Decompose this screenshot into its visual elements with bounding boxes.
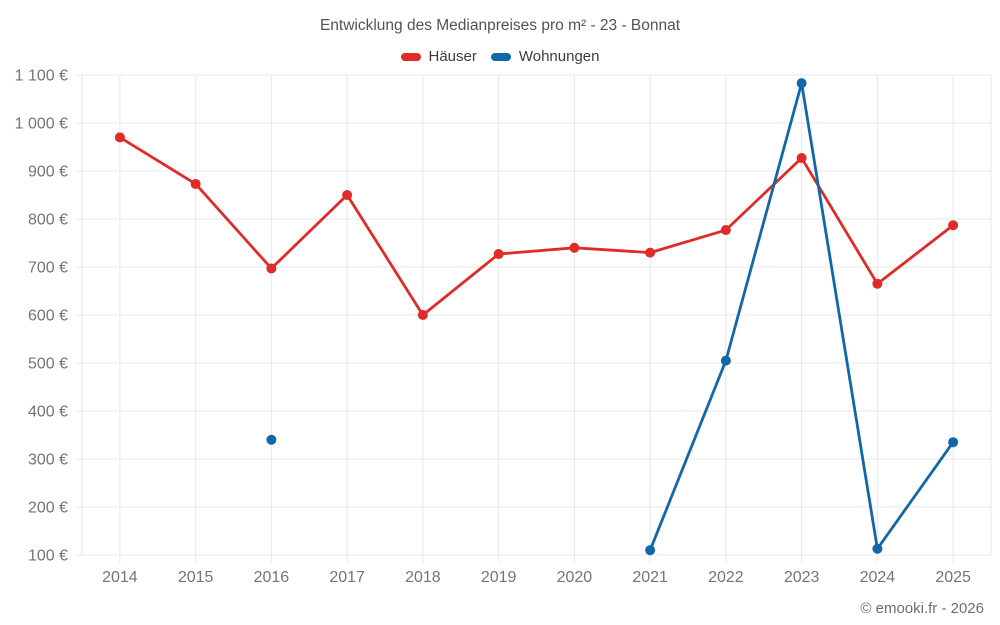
data-point[interactable] (569, 242, 580, 253)
data-point[interactable] (266, 434, 277, 445)
y-axis-tick-label: 400 € (28, 404, 68, 421)
data-point[interactable] (342, 190, 353, 200)
wohnungen-series-swatch (490, 52, 511, 61)
y-axis-tick-label: 1 100 € (15, 68, 68, 85)
data-point[interactable] (796, 78, 807, 89)
x-axis-tick-label: 2017 (329, 569, 365, 586)
data-point[interactable] (948, 220, 959, 231)
legend-label-wohnungen: Wohnungen (518, 48, 600, 65)
x-axis-tick-label: 2016 (254, 569, 290, 586)
legend-item-haeuser[interactable]: Häuser (400, 48, 477, 65)
x-axis-tick-label: 2020 (557, 569, 593, 586)
data-point[interactable] (872, 543, 883, 554)
x-axis-tick-label: 2022 (708, 569, 744, 586)
haeuser-series-swatch (400, 52, 421, 61)
x-axis-tick-label: 2018 (405, 569, 441, 586)
x-axis-tick-label: 2015 (178, 569, 214, 586)
y-axis-tick-label: 800 € (28, 212, 68, 229)
y-axis-tick-label: 200 € (28, 500, 68, 517)
data-point[interactable] (948, 437, 959, 448)
data-point[interactable] (645, 545, 656, 556)
y-axis-tick-label: 1 000 € (15, 116, 68, 133)
data-point[interactable] (190, 178, 201, 189)
y-axis-tick-label: 600 € (28, 308, 68, 325)
data-point[interactable] (720, 355, 731, 366)
data-point[interactable] (266, 263, 277, 274)
data-point[interactable] (114, 132, 125, 143)
data-point[interactable] (493, 249, 504, 260)
data-point[interactable] (872, 278, 883, 289)
y-axis-tick-label: 500 € (28, 356, 68, 373)
x-axis-tick-label: 2024 (860, 569, 896, 586)
data-point[interactable] (645, 247, 656, 258)
x-axis-tick-label: 2014 (102, 569, 138, 586)
legend-item-wohnungen[interactable]: Wohnungen (490, 48, 600, 65)
y-axis-tick-label: 900 € (28, 164, 68, 181)
copyright-note: © emooki.fr - 2026 (860, 600, 984, 617)
data-point[interactable] (417, 310, 428, 320)
x-axis-tick-label: 2019 (481, 569, 517, 586)
x-axis-tick-label: 2025 (935, 569, 971, 586)
x-axis-tick-label: 2023 (784, 569, 820, 586)
data-point[interactable] (720, 225, 731, 236)
legend-label-haeuser: Häuser (428, 48, 477, 65)
y-axis-tick-label: 300 € (28, 452, 68, 469)
chart-title: Entwicklung des Medianpreises pro m² - 2… (319, 17, 681, 34)
series-line (118, 135, 955, 317)
x-axis-tick-label: 2021 (632, 569, 668, 586)
chart-legend: Häuser Wohnungen (0, 48, 1000, 65)
data-point[interactable] (796, 153, 807, 164)
y-axis-tick-label: 700 € (28, 260, 68, 277)
y-axis-tick-label: 100 € (28, 548, 68, 565)
